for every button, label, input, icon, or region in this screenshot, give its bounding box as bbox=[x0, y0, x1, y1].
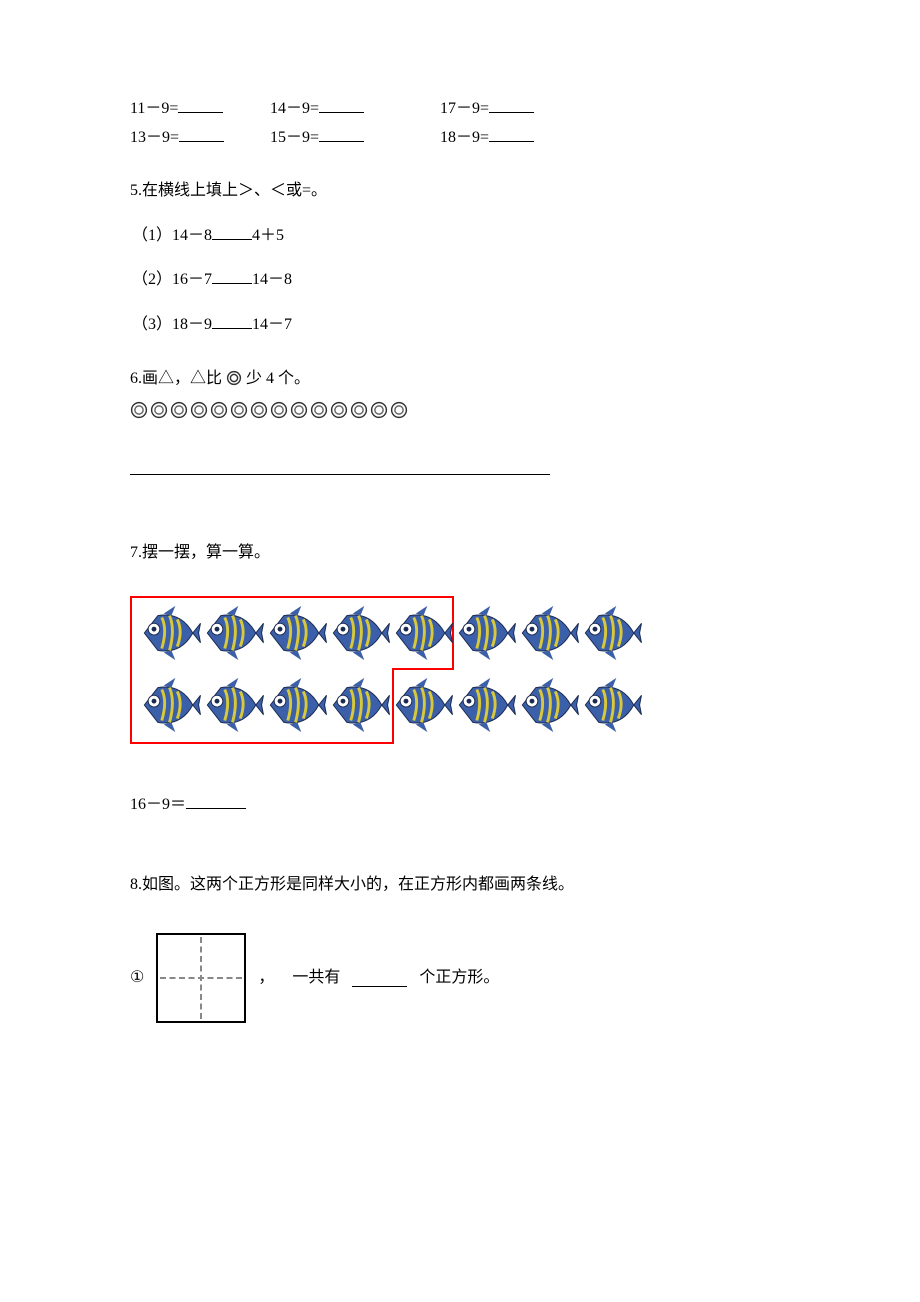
fish-icon bbox=[390, 602, 453, 664]
fish-icon bbox=[201, 602, 264, 664]
eq-cell: 14－9= bbox=[270, 95, 440, 122]
answer-blank[interactable] bbox=[186, 791, 246, 809]
double-circle-icon bbox=[210, 401, 228, 419]
q7-equation: 16－9＝ bbox=[130, 791, 790, 818]
q5-s3-right: 14－7 bbox=[252, 316, 292, 333]
question-6: 6.画△，△比 少 4 个。 bbox=[130, 366, 790, 476]
double-circle-icon bbox=[130, 401, 148, 419]
q8-figure-row: ① ， 一共有 个正方形。 bbox=[130, 933, 790, 1023]
eq-text: 13－9= bbox=[130, 125, 179, 151]
double-circle-icon bbox=[230, 401, 248, 419]
fish-row-1 bbox=[138, 602, 642, 664]
q5-sub2: （2）16－7 14－8 bbox=[132, 266, 790, 293]
eq-cell: 13－9= bbox=[130, 124, 270, 151]
q5-s2-left: （2）16－7 bbox=[132, 271, 212, 288]
fish-icon bbox=[201, 674, 264, 736]
q8-text-right: 个正方形。 bbox=[419, 965, 499, 991]
q5-s2-right: 14－8 bbox=[252, 271, 292, 288]
answer-blank[interactable] bbox=[179, 124, 224, 142]
answer-blank[interactable] bbox=[178, 95, 223, 113]
q8-comma: ， bbox=[258, 965, 274, 991]
dashed-horizontal-line bbox=[160, 977, 242, 979]
equation-row-1: 11－9= 14－9= 17－9= bbox=[130, 95, 790, 122]
eq-text: 17－9= bbox=[440, 96, 489, 122]
eq-cell: 17－9= bbox=[440, 95, 590, 122]
double-circle-icon bbox=[310, 401, 328, 419]
q6-suffix: 少 4 个。 bbox=[246, 366, 310, 392]
double-circle-icon bbox=[370, 401, 388, 419]
eq-text: 14－9= bbox=[270, 96, 319, 122]
fish-icon bbox=[453, 674, 516, 736]
q6-title-line: 6.画△，△比 少 4 个。 bbox=[130, 366, 790, 392]
eq-text: 15－9= bbox=[270, 125, 319, 151]
red-border bbox=[130, 596, 454, 598]
answer-line[interactable] bbox=[130, 474, 550, 475]
answer-blank[interactable] bbox=[489, 124, 534, 142]
fish-icon bbox=[579, 602, 642, 664]
q5-sub1: （1）14－8 4＋5 bbox=[132, 222, 790, 249]
red-border bbox=[130, 742, 394, 744]
q7-eq-left: 16－9＝ bbox=[130, 796, 186, 813]
red-border bbox=[130, 596, 132, 744]
double-circle-icon bbox=[170, 401, 188, 419]
question-8: 8.如图。这两个正方形是同样大小的，在正方形内都画两条线。 ① ， 一共有 个正方… bbox=[130, 872, 790, 1023]
fish-icon bbox=[264, 674, 327, 736]
eq-text: 18－9= bbox=[440, 125, 489, 151]
double-circle-icon bbox=[290, 401, 308, 419]
double-circle-icon bbox=[226, 370, 242, 386]
q5-sub3: （3）18－9 14－7 bbox=[132, 311, 790, 338]
q5-s1-right: 4＋5 bbox=[252, 227, 284, 244]
fish-icon bbox=[579, 674, 642, 736]
question-7: 7.摆一摆，算一算。 16－9＝ bbox=[130, 540, 790, 817]
q8-title: 8.如图。这两个正方形是同样大小的，在正方形内都画两条线。 bbox=[130, 872, 790, 898]
fish-row-2 bbox=[138, 674, 642, 736]
answer-blank[interactable] bbox=[319, 95, 364, 113]
eq-cell: 11－9= bbox=[130, 95, 270, 122]
answer-blank[interactable] bbox=[212, 222, 252, 240]
fish-icon bbox=[264, 602, 327, 664]
fish-icon bbox=[453, 602, 516, 664]
fish-icon bbox=[516, 602, 579, 664]
fish-icon bbox=[138, 602, 201, 664]
q5-title: 5.在横线上填上＞、＜或=。 bbox=[130, 178, 790, 204]
fish-icon bbox=[138, 674, 201, 736]
fish-icon bbox=[390, 674, 453, 736]
eq-text: 11－9= bbox=[130, 96, 178, 122]
q5-s1-left: （1）14－8 bbox=[132, 227, 212, 244]
question-5: 5.在横线上填上＞、＜或=。 （1）14－8 4＋5 （2）16－7 14－8 （3… bbox=[130, 178, 790, 337]
answer-blank[interactable] bbox=[352, 969, 407, 987]
q8-label: ① bbox=[130, 965, 144, 991]
double-circle-icon bbox=[350, 401, 368, 419]
q5-s3-left: （3）18－9 bbox=[132, 316, 212, 333]
equation-row-2: 13－9= 15－9= 18－9= bbox=[130, 124, 790, 151]
answer-blank[interactable] bbox=[212, 311, 252, 329]
double-circle-icon bbox=[250, 401, 268, 419]
answer-blank[interactable] bbox=[319, 124, 364, 142]
answer-blank[interactable] bbox=[212, 266, 252, 284]
circles-row bbox=[130, 401, 790, 419]
double-circle-icon bbox=[390, 401, 408, 419]
fish-icon bbox=[327, 602, 390, 664]
q7-title: 7.摆一摆，算一算。 bbox=[130, 540, 790, 566]
red-border bbox=[392, 668, 454, 670]
fish-icon bbox=[516, 674, 579, 736]
fish-icon bbox=[327, 674, 390, 736]
eq-cell: 15－9= bbox=[270, 124, 440, 151]
double-circle-icon bbox=[330, 401, 348, 419]
q6-prefix: 6.画△，△比 bbox=[130, 366, 222, 392]
double-circle-icon bbox=[270, 401, 288, 419]
q8-text-left: 一共有 bbox=[292, 965, 340, 991]
eq-cell: 18－9= bbox=[440, 124, 590, 151]
square-diagram bbox=[156, 933, 246, 1023]
answer-blank[interactable] bbox=[489, 95, 534, 113]
double-circle-icon bbox=[150, 401, 168, 419]
fish-figure bbox=[130, 596, 645, 746]
double-circle-icon bbox=[190, 401, 208, 419]
